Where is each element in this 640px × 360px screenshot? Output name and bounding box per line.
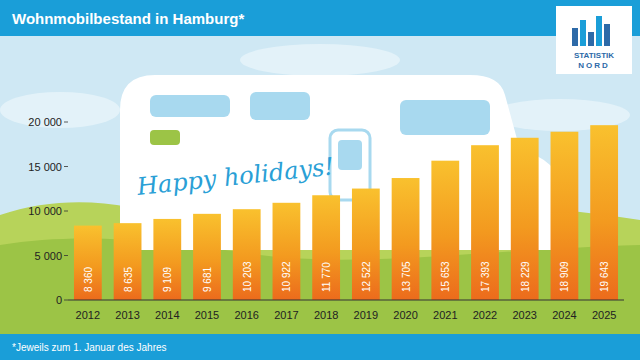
data-label: 18 229 xyxy=(520,261,531,292)
data-label: 17 393 xyxy=(480,261,491,292)
y-tick xyxy=(64,122,68,123)
data-label: 10 922 xyxy=(281,261,292,292)
y-tick xyxy=(64,166,68,167)
background xyxy=(0,0,640,360)
logo-box xyxy=(556,6,632,74)
bar xyxy=(551,132,579,300)
footer-banner xyxy=(0,334,640,360)
y-tick-label: 15 000 xyxy=(28,161,62,173)
bar xyxy=(233,209,261,300)
y-tick-label: 20 000 xyxy=(28,116,62,128)
x-tick-label: 2014 xyxy=(155,309,179,321)
logo-bar xyxy=(588,32,594,46)
bar xyxy=(392,178,420,300)
bar xyxy=(273,203,301,300)
data-label: 8 635 xyxy=(123,267,134,292)
logo: STATISTIKNORD xyxy=(556,6,632,74)
data-label: 11 770 xyxy=(321,262,332,292)
y-tick xyxy=(64,300,68,301)
data-label: 10 203 xyxy=(242,261,253,292)
annotation: Happy holidays! xyxy=(135,152,335,201)
x-axis: 2012 2013 2014 2015 2016 2017 2018 2019 2020 2021… xyxy=(68,300,624,321)
x-tick-label: 2016 xyxy=(234,309,258,321)
y-tick xyxy=(64,211,68,212)
bar xyxy=(114,223,142,300)
data-label: 12 522 xyxy=(361,261,372,292)
logo-bar xyxy=(596,16,602,46)
y-axis: 0 5 000 10 000 15 000 20 000 xyxy=(28,116,68,306)
bar xyxy=(511,138,539,300)
x-axis-line xyxy=(68,300,624,301)
y-tick-label: 5 000 xyxy=(34,250,62,262)
data-label: 18 909 xyxy=(559,261,570,292)
van-window xyxy=(150,95,230,117)
cloud xyxy=(240,44,400,76)
van-window xyxy=(250,92,310,120)
bar xyxy=(312,195,340,300)
chart: Happy holidays! 0 5 000 10 000 15 000 20 000 8… xyxy=(0,0,640,360)
bar xyxy=(471,145,499,300)
data-label: 19 643 xyxy=(599,261,610,292)
x-tick-label: 2015 xyxy=(195,309,219,321)
data-label: 9 681 xyxy=(202,267,213,292)
logo-text: STATISTIK xyxy=(574,51,614,60)
van-window xyxy=(400,100,490,135)
bar xyxy=(74,226,102,300)
chart-root: Happy holidays! 0 5 000 10 000 15 000 20 000 8… xyxy=(0,0,640,360)
van-decor xyxy=(150,130,180,145)
y-tick-label: 0 xyxy=(56,294,62,306)
x-tick-label: 2024 xyxy=(552,309,576,321)
x-tick-label: 2020 xyxy=(393,309,417,321)
data-label: 9 109 xyxy=(162,267,173,292)
data-label: 15 653 xyxy=(440,261,451,292)
x-tick-label: 2013 xyxy=(115,309,139,321)
van-door-window xyxy=(338,140,362,170)
data-label: 13 705 xyxy=(401,261,412,292)
bar xyxy=(431,161,459,300)
x-tick-label: 2022 xyxy=(473,309,497,321)
y-tick-label: 10 000 xyxy=(28,205,62,217)
logo-bar xyxy=(604,24,610,46)
title: Wohnmobilbestand in Hamburg* xyxy=(12,10,244,27)
x-tick-label: 2023 xyxy=(512,309,536,321)
logo-bar xyxy=(580,20,586,46)
y-tick xyxy=(64,255,68,256)
title-banner xyxy=(0,0,640,36)
x-tick-label: 2018 xyxy=(314,309,338,321)
cloud xyxy=(0,92,120,128)
x-tick-label: 2019 xyxy=(354,309,378,321)
x-tick-label: 2017 xyxy=(274,309,298,321)
bars xyxy=(74,125,618,300)
logo-text: NORD xyxy=(578,61,610,70)
x-tick-label: 2021 xyxy=(433,309,457,321)
bar xyxy=(352,189,380,300)
bar xyxy=(153,219,181,300)
logo-bar xyxy=(572,28,578,46)
data-label: 8 360 xyxy=(83,267,94,292)
footnote: *Jeweils zum 1. Januar des Jahres xyxy=(12,342,167,353)
data-labels: 8 360 8 635 9 109 9 681 10 203 10 922 11 770 12… xyxy=(83,261,610,292)
x-tick-label: 2025 xyxy=(592,309,616,321)
bar xyxy=(193,214,221,300)
x-tick-label: 2012 xyxy=(76,309,100,321)
bar xyxy=(590,125,618,300)
